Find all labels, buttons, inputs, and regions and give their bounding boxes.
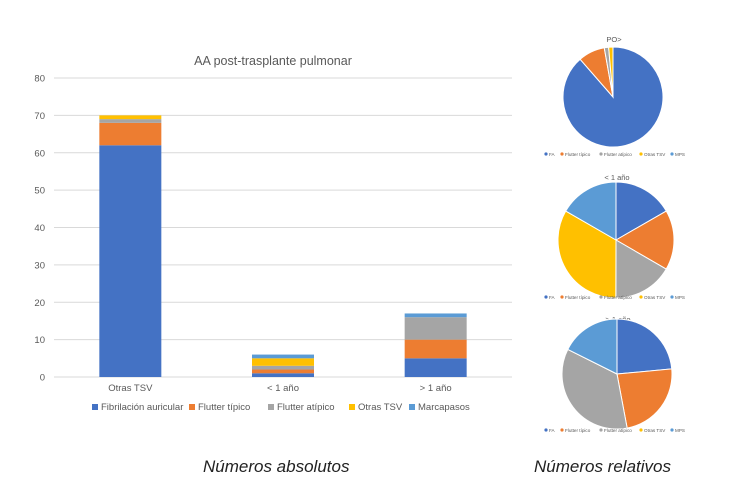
legend-swatch: [409, 404, 415, 410]
pie-legend-swatch: [560, 152, 564, 156]
pie-legend-label: Flutter atípico: [604, 152, 632, 157]
pie-title: < 1 año: [604, 173, 629, 182]
pie-legend-swatch: [639, 428, 643, 432]
x-tick-label: > 1 año: [420, 383, 452, 394]
pie-legend-swatch: [670, 295, 674, 299]
x-tick-label: Otras TSV: [108, 383, 153, 394]
pie-legend-label: FA: [549, 295, 556, 300]
bar-segment: [252, 358, 314, 366]
bar-segment: [99, 115, 162, 120]
pie-legend-label: Flutter atípico: [604, 428, 632, 433]
legend-label: Otras TSV: [358, 402, 403, 413]
y-tick-label: 0: [40, 373, 45, 384]
pie-slice: [615, 239, 667, 299]
pie-legend-swatch: [560, 428, 564, 432]
pie-legend-label: Otras TSV: [644, 295, 666, 300]
pie-legend-label: Otras TSV: [644, 428, 666, 433]
legend-label: Marcapasos: [418, 402, 470, 413]
pie-slice: [616, 368, 673, 429]
pie-legend-label: MPS: [675, 295, 685, 300]
pie-legend-label: FA: [549, 428, 556, 433]
pie-slice: [561, 348, 628, 430]
y-tick-label: 30: [34, 260, 45, 271]
pie-slice: [615, 210, 675, 270]
bar-segment: [404, 317, 467, 340]
bar-segment: [252, 373, 314, 377]
y-tick-label: 70: [34, 111, 45, 122]
pie-legend-label: Flutter atípico: [604, 295, 632, 300]
legend-label: Flutter atípico: [277, 402, 335, 413]
bar-segment: [252, 354, 314, 359]
bar-chart-title: AA post-trasplante pulmonar: [194, 54, 352, 68]
pie-legend-swatch: [599, 428, 603, 432]
pie-slice: [567, 318, 618, 375]
y-tick-label: 20: [34, 298, 45, 309]
pie-legend-label: MPS: [675, 428, 685, 433]
pie-legend-swatch: [639, 295, 643, 299]
legend-swatch: [92, 404, 98, 410]
bar-segment: [99, 122, 162, 146]
pie-legend-swatch: [544, 428, 548, 432]
pie-slice: [616, 318, 673, 375]
bar-segment: [404, 339, 467, 359]
pie-legend-swatch: [639, 152, 643, 156]
pie-legend-swatch: [599, 152, 603, 156]
pie-slice: [608, 46, 614, 98]
bar-segment: [404, 313, 467, 318]
pie-legend-swatch: [670, 152, 674, 156]
pie-legend-label: Flutter típico: [565, 428, 591, 433]
y-tick-label: 80: [34, 74, 45, 85]
pie-legend-label: FA: [549, 152, 556, 157]
bar-segment: [252, 369, 314, 374]
pie-title: PO>: [606, 35, 622, 44]
pie-slice: [557, 210, 617, 299]
y-tick-label: 50: [34, 186, 45, 197]
bar-segment: [99, 145, 162, 377]
y-tick-label: 10: [34, 335, 45, 346]
y-tick-label: 60: [34, 148, 45, 159]
legend-label: Fibrilación auricular: [101, 402, 183, 413]
pie-legend-swatch: [599, 295, 603, 299]
pie-legend-label: Flutter típico: [565, 152, 591, 157]
pie-legend-label: Flutter típico: [565, 295, 591, 300]
pie-legend-label: MPS: [675, 152, 685, 157]
pie-slice: [615, 181, 667, 241]
legend-swatch: [189, 404, 195, 410]
y-tick-label: 40: [34, 223, 45, 234]
caption-absolute: Números absolutos: [203, 457, 350, 476]
pie-slice: [565, 181, 617, 241]
bar-segment: [404, 358, 467, 377]
x-tick-label: < 1 año: [267, 383, 299, 394]
caption-relative: Números relativos: [534, 457, 671, 476]
pie-legend-swatch: [670, 428, 674, 432]
legend-swatch: [268, 404, 274, 410]
pie-legend-label: Otras TSV: [644, 152, 666, 157]
pie-legend-swatch: [544, 295, 548, 299]
legend-label: Flutter típico: [198, 402, 250, 413]
bar-segment: [99, 119, 162, 123]
pie-legend-swatch: [560, 295, 564, 299]
pie-legend-swatch: [544, 152, 548, 156]
bar-segment: [252, 365, 314, 370]
legend-swatch: [349, 404, 355, 410]
